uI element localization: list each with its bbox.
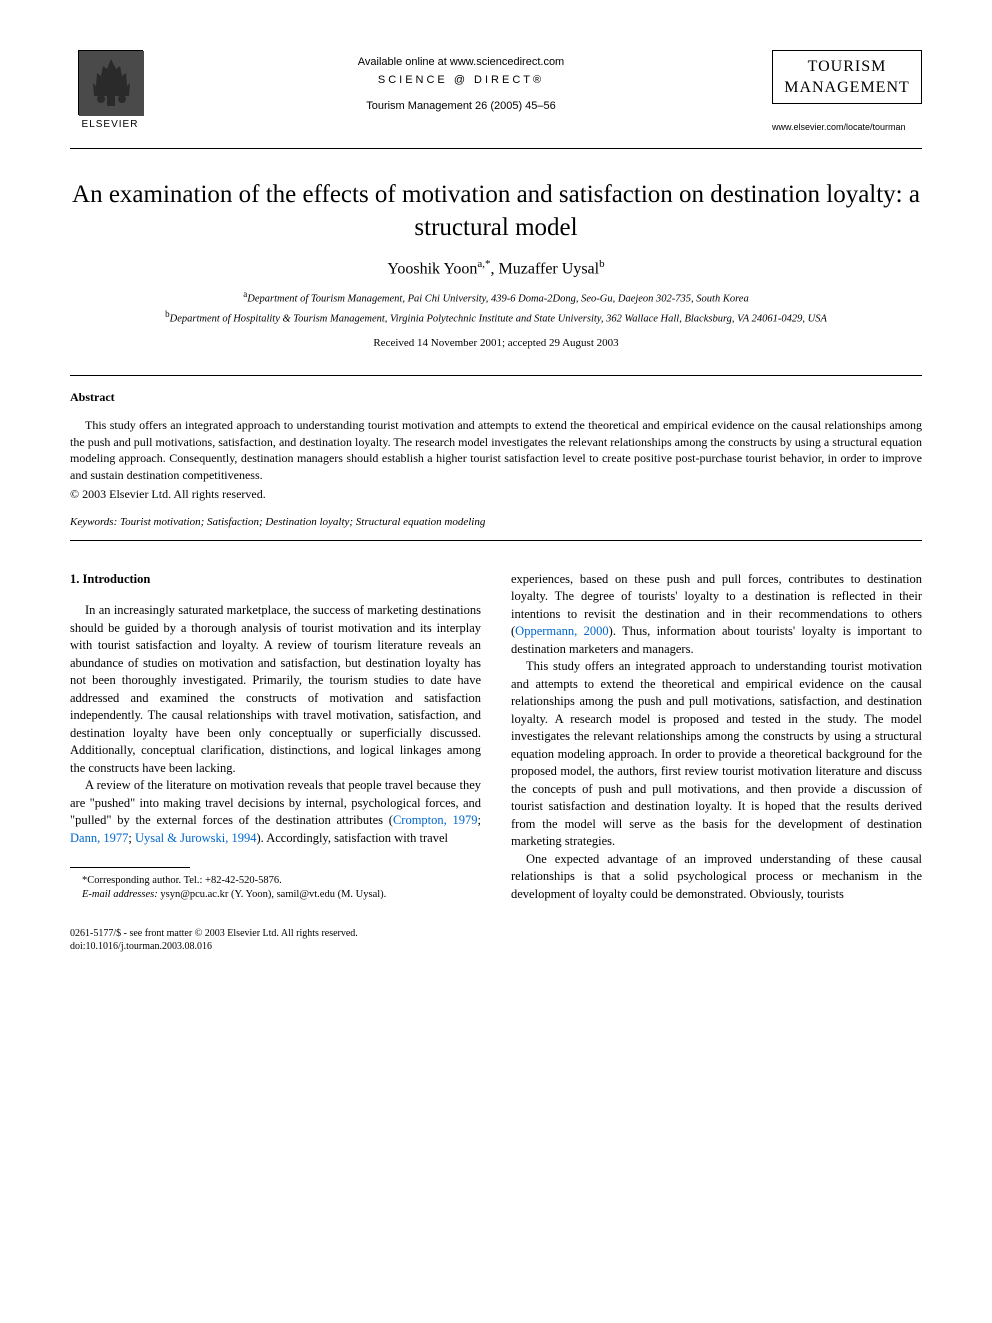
footer-line1: 0261-5177/$ - see front matter © 2003 El… (70, 927, 922, 940)
author-2-sup: b (599, 258, 605, 270)
elsevier-logo: ELSEVIER (70, 50, 150, 140)
authors: Yooshik Yoona,*, Muzaffer Uysalb (70, 258, 922, 278)
journal-box: TOURISM MANAGEMENT (772, 50, 922, 104)
affil-b: Department of Hospitality & Tourism Mana… (170, 313, 827, 324)
footnote-email: E-mail addresses: ysyn@pcu.ac.kr (Y. Yoo… (70, 888, 481, 902)
citation-dann[interactable]: Dann, 1977 (70, 831, 128, 845)
journal-name-line2: MANAGEMENT (777, 78, 917, 99)
affil-a: Department of Tourism Management, Pai Ch… (247, 294, 748, 305)
column-left: 1. Introduction In an increasingly satur… (70, 571, 481, 904)
author-1-sup: a,* (477, 258, 490, 270)
para-5: One expected advantage of an improved un… (511, 851, 922, 904)
keywords-label: Keywords: (70, 516, 117, 528)
journal-reference: Tourism Management 26 (2005) 45–56 (150, 100, 772, 112)
para-2-b: ). Accordingly, satisfaction with travel (256, 831, 448, 845)
divider-abstract-top (70, 375, 922, 376)
citation-crompton[interactable]: Crompton, 1979 (393, 813, 478, 827)
article-dates: Received 14 November 2001; accepted 29 A… (70, 337, 922, 349)
science-direct-logo: SCIENCE @ DIRECT® (150, 74, 772, 86)
footer-line2: doi:10.1016/j.tourman.2003.08.016 (70, 940, 922, 953)
para-2: A review of the literature on motivation… (70, 777, 481, 847)
journal-url: www.elsevier.com/locate/tourman (772, 122, 922, 132)
para-3: experiences, based on these push and pul… (511, 571, 922, 659)
footnote-corresponding: *Corresponding author. Tel.: +82-42-520-… (70, 874, 481, 888)
available-online-text: Available online at www.sciencedirect.co… (150, 56, 772, 68)
elsevier-text: ELSEVIER (82, 119, 139, 130)
footnote-divider (70, 867, 190, 868)
divider-top (70, 148, 922, 149)
affiliations: aDepartment of Tourism Management, Pai C… (70, 288, 922, 326)
citation-oppermann[interactable]: Oppermann, 2000 (515, 624, 609, 638)
journal-name-line1: TOURISM (777, 57, 917, 78)
column-right: experiences, based on these push and pul… (511, 571, 922, 904)
section-1-heading: 1. Introduction (70, 571, 481, 589)
header-top: ELSEVIER Available online at www.science… (70, 50, 922, 140)
header-center: Available online at www.sciencedirect.co… (150, 50, 772, 112)
elsevier-tree-icon (78, 50, 143, 115)
footnote-email-text: ysyn@pcu.ac.kr (Y. Yoon), samil@vt.edu (… (158, 889, 387, 900)
author-2: Muzaffer Uysal (499, 260, 600, 277)
footnote-email-label: E-mail addresses: (82, 889, 158, 900)
keywords-text: Tourist motivation; Satisfaction; Destin… (117, 516, 485, 528)
para-4: This study offers an integrated approach… (511, 658, 922, 851)
journal-box-wrapper: TOURISM MANAGEMENT www.elsevier.com/loca… (772, 50, 922, 132)
page-footer: 0261-5177/$ - see front matter © 2003 El… (70, 927, 922, 953)
citation-uysal[interactable]: Uysal & Jurowski, 1994 (135, 831, 257, 845)
author-1: Yooshik Yoon (387, 260, 477, 277)
para-1: In an increasingly saturated marketplace… (70, 602, 481, 777)
article-title: An examination of the effects of motivat… (70, 179, 922, 244)
abstract-text: This study offers an integrated approach… (70, 417, 922, 484)
abstract-heading: Abstract (70, 390, 922, 405)
keywords: Keywords: Tourist motivation; Satisfacti… (70, 516, 922, 528)
divider-abstract-bottom (70, 540, 922, 541)
abstract-copyright: © 2003 Elsevier Ltd. All rights reserved… (70, 487, 922, 502)
body-columns: 1. Introduction In an increasingly satur… (70, 571, 922, 904)
author-sep: , (491, 260, 499, 277)
